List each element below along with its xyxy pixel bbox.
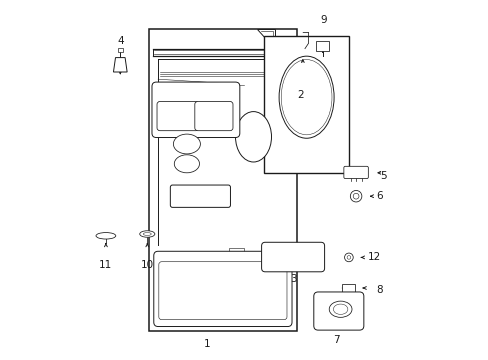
Bar — [316, 41, 329, 51]
Circle shape — [349, 190, 361, 202]
Circle shape — [346, 256, 350, 259]
Circle shape — [352, 193, 358, 199]
Text: 5: 5 — [379, 171, 386, 181]
Ellipse shape — [174, 155, 199, 173]
FancyBboxPatch shape — [153, 251, 291, 327]
Text: 2: 2 — [296, 90, 303, 100]
Text: 7: 7 — [332, 335, 339, 345]
FancyBboxPatch shape — [170, 185, 230, 207]
FancyBboxPatch shape — [261, 242, 324, 272]
Ellipse shape — [279, 56, 333, 138]
Polygon shape — [113, 58, 127, 72]
Text: 9: 9 — [320, 15, 326, 25]
Bar — [342, 284, 355, 292]
Text: 12: 12 — [366, 252, 380, 262]
FancyBboxPatch shape — [194, 102, 232, 131]
Ellipse shape — [143, 233, 151, 235]
Ellipse shape — [96, 233, 116, 239]
Ellipse shape — [140, 231, 155, 237]
FancyBboxPatch shape — [313, 292, 363, 330]
Ellipse shape — [333, 304, 347, 314]
FancyBboxPatch shape — [159, 262, 286, 320]
Text: 4: 4 — [117, 36, 123, 46]
Bar — [264, 36, 348, 173]
Polygon shape — [257, 29, 275, 49]
Text: 1: 1 — [203, 339, 209, 349]
Circle shape — [344, 253, 352, 262]
Bar — [118, 49, 122, 52]
Bar — [149, 29, 296, 331]
Ellipse shape — [281, 59, 331, 135]
Ellipse shape — [235, 112, 271, 162]
Text: 8: 8 — [375, 285, 382, 295]
Text: 6: 6 — [375, 191, 382, 201]
Ellipse shape — [173, 134, 200, 154]
Text: 3: 3 — [289, 274, 296, 284]
Text: 10: 10 — [141, 260, 154, 270]
Ellipse shape — [328, 301, 351, 318]
Text: 11: 11 — [99, 260, 112, 270]
FancyBboxPatch shape — [157, 102, 199, 131]
FancyBboxPatch shape — [152, 82, 239, 138]
FancyBboxPatch shape — [343, 166, 367, 179]
